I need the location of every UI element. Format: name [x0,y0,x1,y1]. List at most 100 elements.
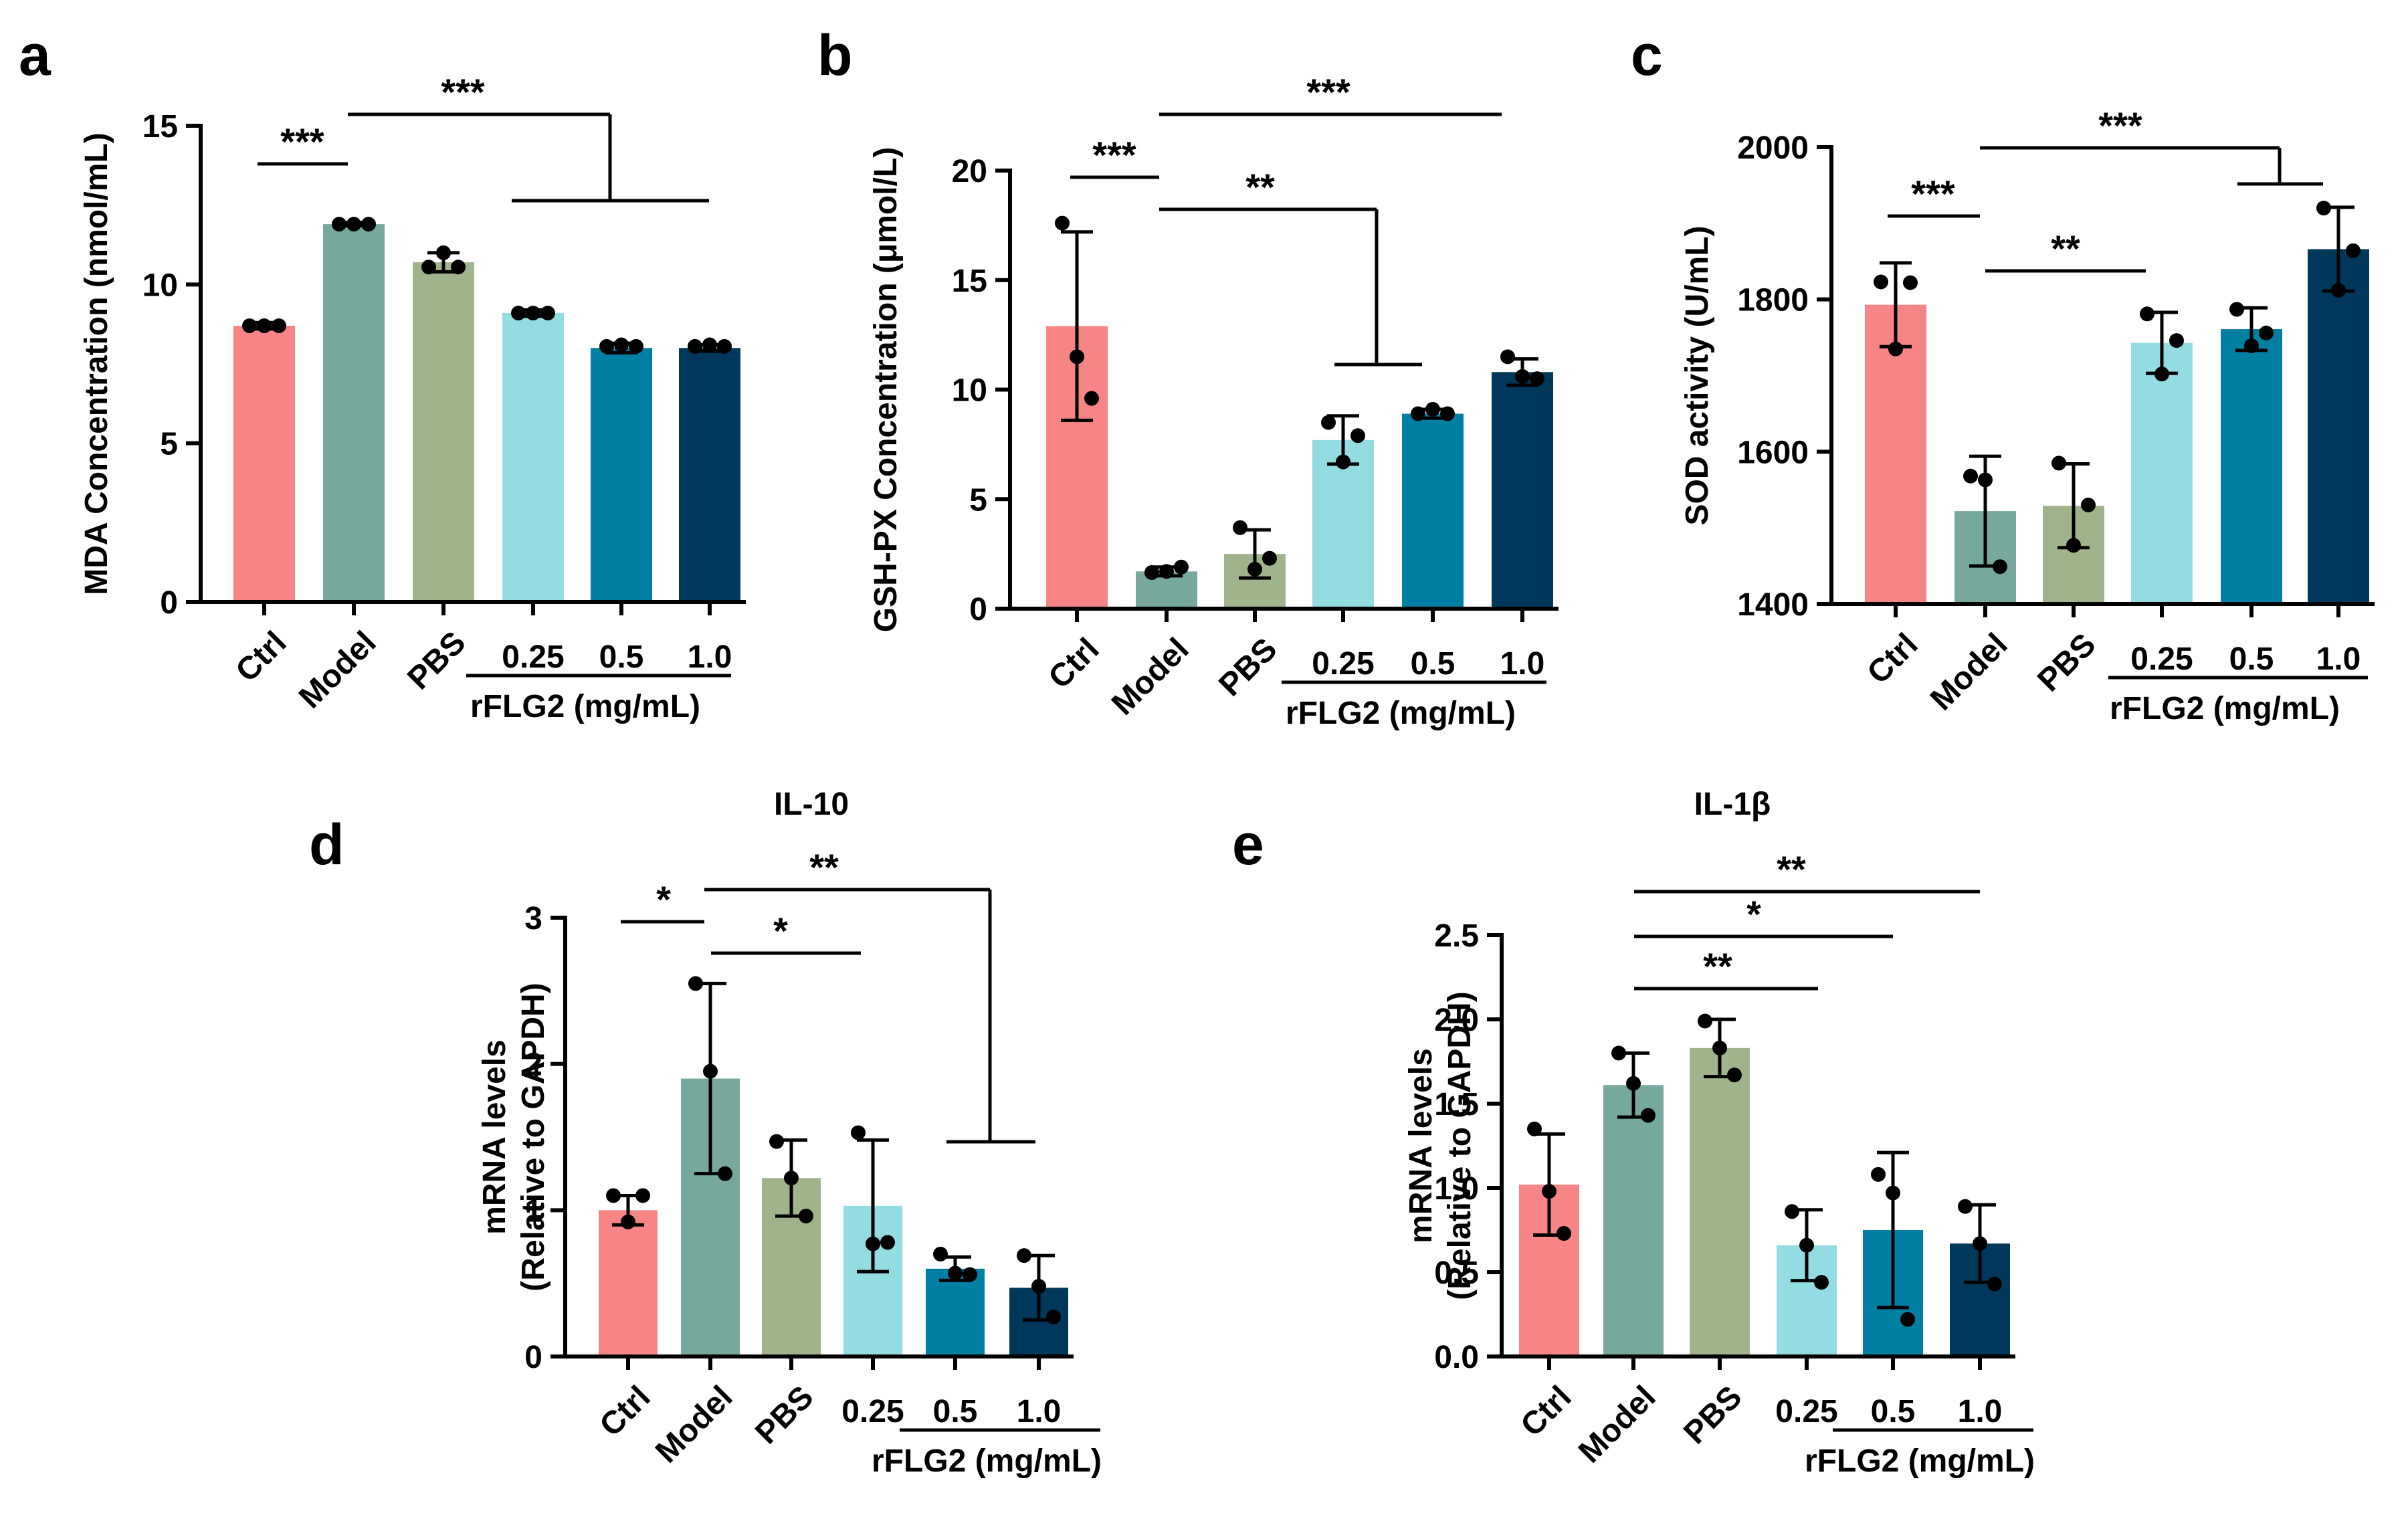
data-point [717,338,732,354]
data-point [242,318,257,334]
y-tick-label: 1 [524,1193,542,1229]
y-tick-label: 3 [524,901,542,936]
bar-1.0 [679,348,740,602]
x-tick-label-dose: 0.25 [1312,646,1374,682]
data-point [1017,1248,1031,1264]
y-tick-label: 1600 [1737,435,1809,470]
y-tick-label: 0 [524,1340,542,1375]
bar-PBS [1690,1047,1750,1356]
x-tick-label-dose: 0.5 [2229,641,2274,677]
data-point [621,1214,635,1229]
y-axis-label: GSH-PX Concentration (μmol/L) [868,147,904,632]
data-point [1987,1276,2002,1292]
y-tick-label: 1.0 [1434,1171,1479,1207]
x-tick-label-model: Model [1572,1379,1663,1470]
data-point [1084,391,1099,406]
data-point [526,306,540,321]
data-point [1814,1275,1829,1290]
chart-title: IL-1β [1694,787,1771,822]
group-label: rFLG2 (mg/mL) [1805,1443,2035,1479]
data-point [257,318,272,334]
y-tick-label: 0.0 [1434,1340,1479,1375]
y-tick-label: 1.5 [1434,1087,1479,1122]
data-point [451,260,466,275]
panel-letter: b [817,23,853,88]
significance-label: *** [441,71,485,113]
y-tick-label: 0.5 [1434,1255,1479,1291]
data-point [933,1246,948,1261]
x-tick-label-dose: 0.5 [599,639,644,675]
y-tick-label: 5 [160,427,178,462]
significance-label: ** [1703,945,1732,987]
significance-label: *** [280,120,324,163]
panel-letter: c [1631,23,1663,88]
data-point [1888,341,1903,357]
data-point [2081,498,2096,513]
y-axis-label-line: (Relative to GAPDH) [1442,991,1478,1300]
data-point [2154,367,2169,382]
data-point [1530,371,1544,387]
y-tick-label: 0 [969,592,987,627]
data-point [614,337,629,352]
data-point [606,1188,621,1203]
data-point [1874,274,1888,290]
y-tick-label: 2.0 [1434,1003,1479,1038]
data-point [1542,1184,1557,1199]
bar-0.25 [502,313,564,602]
x-tick-label-pbs: PBS [1212,631,1284,703]
data-point [1046,1309,1061,1324]
bar-Ctrl [599,1210,658,1356]
data-point [688,338,702,354]
y-axis-label-line: mRNA levels [477,1039,512,1235]
y-tick-label: 2 [524,1047,542,1083]
data-point [635,1188,650,1203]
data-point [2051,456,2066,471]
significance-label: * [656,878,671,920]
y-tick-label: 10 [142,268,178,303]
panel-letter: e [1232,813,1264,877]
data-point [1903,275,1918,290]
x-tick-label-model: Model [292,625,383,716]
data-point [540,306,555,321]
bar-Ctrl [233,326,295,602]
y-tick-label: 1400 [1737,587,1809,623]
y-axis-label: SOD activity (U/mL) [1680,225,1715,525]
x-tick-label-model: Model [649,1379,740,1470]
bar-Model [1603,1085,1664,1356]
data-point [1070,349,1084,365]
data-point [2331,283,2346,298]
data-point [2244,338,2259,354]
x-tick-label-pbs: PBS [1677,1379,1748,1451]
significance-label: ** [1777,848,1806,890]
data-point [851,1125,866,1140]
data-point [1233,520,1247,535]
bar-0.5 [926,1268,985,1356]
data-point [2140,306,2154,322]
data-point [1978,472,1993,488]
data-point [2066,538,2081,553]
bar-0.25 [2131,342,2193,604]
group-label: rFLG2 (mg/mL) [470,689,700,724]
significance-label: * [773,910,788,952]
y-tick-label: 1800 [1737,283,1809,318]
data-point [880,1235,895,1250]
data-point [1055,215,1070,231]
data-point [629,338,643,354]
data-point [963,1267,977,1282]
significance-label: ** [2051,227,2080,270]
data-point [1144,565,1159,580]
data-point [1993,559,2007,575]
y-tick-label: 5 [969,482,987,518]
data-point [1411,406,1425,421]
data-point [332,217,346,232]
data-point [702,337,717,352]
x-tick-label-model: Model [1105,631,1196,722]
data-point [1886,1185,1900,1201]
x-tick-label-pbs: PBS [2031,627,2102,698]
data-point [1611,1045,1626,1061]
group-label: rFLG2 (mg/mL) [2110,691,2340,726]
significance-label: ** [809,846,839,888]
